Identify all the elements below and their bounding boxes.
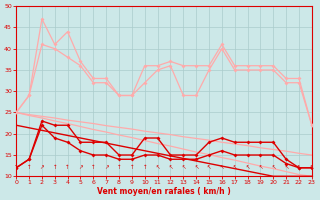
X-axis label: Vent moyen/en rafales ( km/h ): Vent moyen/en rafales ( km/h ) — [97, 187, 231, 196]
